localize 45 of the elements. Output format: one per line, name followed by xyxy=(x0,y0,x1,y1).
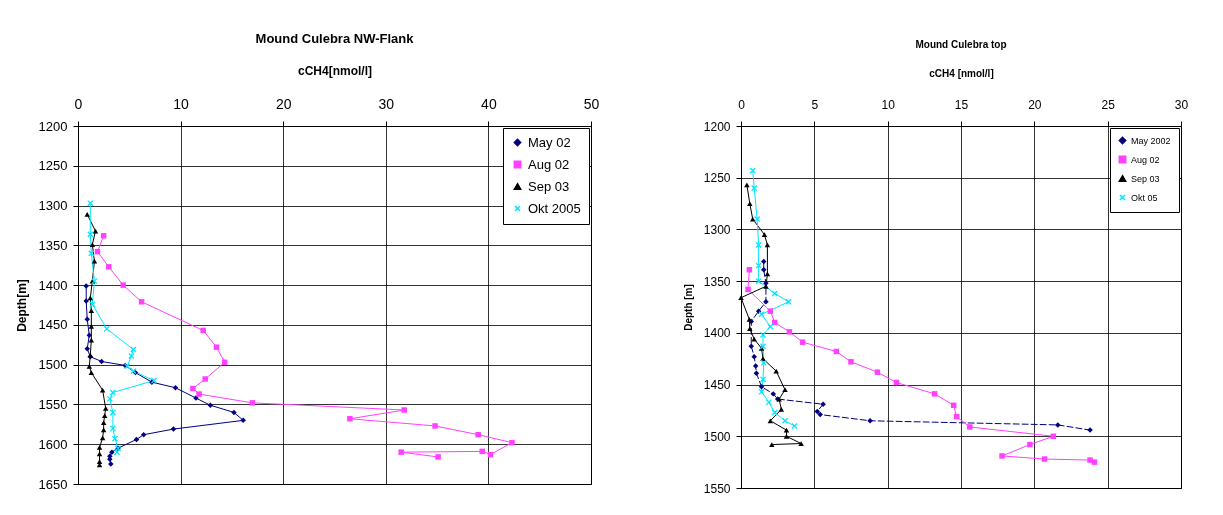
y-tick-label: 1500 xyxy=(703,429,731,444)
x-tick-label: 20 xyxy=(275,95,292,112)
y-tick-label: 1200 xyxy=(703,119,731,134)
x-tick-label: 15 xyxy=(954,97,969,112)
x-tick-label: 25 xyxy=(1101,97,1116,112)
y-axis-title: Depth [m] xyxy=(682,284,694,331)
y-tick-label: 1450 xyxy=(703,378,731,393)
chart-title: Mound Culebra top xyxy=(915,39,1007,50)
y-tick-label: 1400 xyxy=(703,326,731,341)
x-tick-label: 50 xyxy=(583,95,600,112)
x-tick-label: 10 xyxy=(881,97,896,112)
legend-label: Aug 02 xyxy=(1131,154,1160,165)
x-tick-label: 10 xyxy=(173,95,190,112)
y-tick-label: 1300 xyxy=(38,198,68,214)
legend-label: Sep 03 xyxy=(1131,173,1160,184)
y-tick-label: 1250 xyxy=(38,158,68,174)
x-tick-label: 20 xyxy=(1028,97,1042,112)
legend-label: Aug 02 xyxy=(528,156,570,172)
y-tick-label: 1350 xyxy=(703,274,731,289)
y-tick-label: 1450 xyxy=(38,317,68,333)
x-tick-label: 5 xyxy=(811,97,819,112)
x-tick-label: 0 xyxy=(738,97,746,112)
x-axis-title: cCH4[nmol/l] xyxy=(297,63,373,78)
y-axis-title: Depth[m] xyxy=(14,279,29,332)
y-tick-label: 1200 xyxy=(38,118,68,134)
x-tick-label: 30 xyxy=(1174,97,1189,112)
legend-label: Sep 03 xyxy=(528,178,570,194)
x-axis-title: cCH4 [nmol/l] xyxy=(929,67,994,79)
chart-title: Mound Culebra NW-Flank xyxy=(255,31,415,46)
y-tick-label: 1650 xyxy=(38,476,68,492)
y-tick-label: 1250 xyxy=(703,171,731,186)
x-tick-label: 30 xyxy=(378,95,395,112)
y-tick-label: 1550 xyxy=(38,396,68,412)
x-tick-label: 0 xyxy=(74,95,83,112)
y-tick-label: 1600 xyxy=(38,436,68,452)
legend-label: May 2002 xyxy=(1131,135,1171,146)
x-tick-label: 40 xyxy=(481,95,497,112)
legend-label: Okt 05 xyxy=(1131,192,1158,203)
y-tick-label: 1550 xyxy=(703,481,731,496)
y-tick-label: 1500 xyxy=(38,357,68,373)
y-tick-label: 1400 xyxy=(38,277,68,293)
legend-label: Okt 2005 xyxy=(528,200,581,216)
y-tick-label: 1350 xyxy=(38,237,68,253)
y-tick-label: 1300 xyxy=(703,222,731,237)
legend-label: May 02 xyxy=(528,134,571,150)
